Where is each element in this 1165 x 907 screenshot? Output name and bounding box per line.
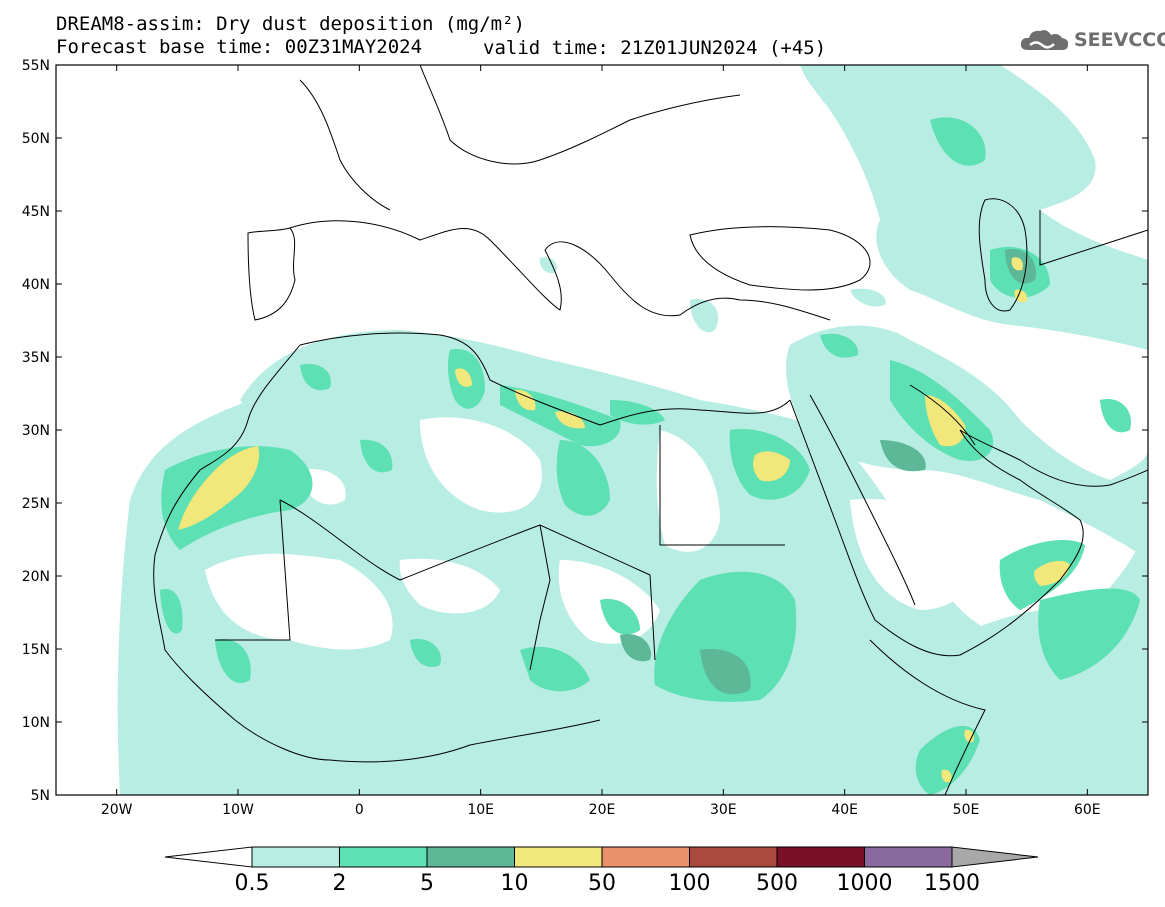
colorbar-swatch: [776, 846, 865, 868]
lat-tick-label: 5N: [31, 788, 50, 804]
seevccc-logo: SEEVCCC: [1018, 26, 1165, 54]
lat-tick-label: 40N: [22, 277, 50, 293]
latitude-axis: 55N 50N 45N 40N 35N 30N 25N 20N 15N 10N 5N: [22, 58, 1148, 804]
lat-tick-label: 55N: [22, 58, 50, 74]
lat-tick-label: 50N: [22, 131, 50, 147]
colorbar-swatch: [601, 846, 690, 868]
lon-tick-label: 50E: [953, 802, 980, 818]
lon-tick-label: 10W: [222, 802, 254, 818]
forecast-base-time: Forecast base time: 00Z31MAY2024: [56, 36, 423, 58]
colorbar-label: 5: [420, 871, 434, 896]
colorbar-label: 1500: [924, 871, 980, 896]
lon-tick-label: 20W: [101, 802, 133, 818]
lon-tick-label: 40E: [831, 802, 858, 818]
deposition-field: [117, 65, 1148, 795]
colorbar-label: 0.5: [235, 871, 270, 896]
colorbar-label: 2: [333, 871, 347, 896]
lon-tick-label: 10E: [467, 802, 494, 818]
colorbar-label: 500: [756, 871, 798, 896]
lon-tick-label: 0: [355, 802, 364, 818]
colorbar-label: 50: [588, 871, 616, 896]
chart-title: DREAM8-assim: Dry dust deposition (mg/m²…: [56, 13, 525, 35]
colorbar-swatch: [514, 846, 603, 868]
cloud-icon: [1020, 30, 1069, 50]
lon-tick-label: 60E: [1074, 802, 1101, 818]
lat-tick-label: 20N: [22, 569, 50, 585]
colorbar-swatch: [864, 846, 953, 868]
colorbar-swatch: [689, 846, 778, 868]
lat-tick-label: 25N: [22, 496, 50, 512]
colorbar-swatch: [251, 846, 340, 868]
lat-tick-label: 45N: [22, 204, 50, 220]
colorbar: 0.5 2 5 10 50 100 500 1000 1500: [164, 846, 1039, 896]
colorbar-label: 1000: [837, 871, 893, 896]
colorbar-swatch: [426, 846, 515, 868]
lat-tick-label: 10N: [22, 715, 50, 731]
lon-tick-label: 20E: [589, 802, 616, 818]
colorbar-swatch: [339, 846, 428, 868]
lat-tick-label: 30N: [22, 423, 50, 439]
lat-tick-label: 35N: [22, 350, 50, 366]
coastlines: [153, 65, 1148, 795]
logo-text: SEEVCCC: [1074, 29, 1165, 51]
lat-tick-label: 15N: [22, 642, 50, 658]
colorbar-under-arrow: [164, 846, 253, 868]
lon-tick-label: 30E: [710, 802, 737, 818]
colorbar-label: 10: [501, 871, 529, 896]
longitude-axis: 20W 10W 0 10E 20E 30E 40E 50E 60E: [101, 65, 1101, 818]
colorbar-label: 100: [669, 871, 711, 896]
valid-time: valid time: 21Z01JUN2024 (+45): [483, 37, 827, 59]
colorbar-over-arrow: [951, 846, 1039, 868]
